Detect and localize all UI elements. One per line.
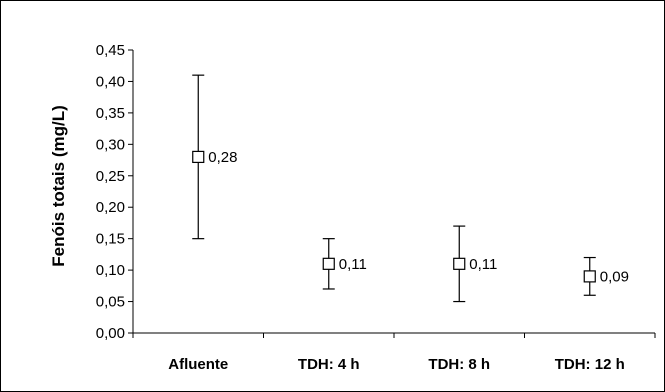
- x-axis: Afluente TDH: 4 h TDH: 8 h TDH: 12 h: [132, 332, 656, 373]
- x-category-label: TDH: 12 h: [555, 356, 625, 373]
- y-tick-label: 0,40: [96, 73, 125, 90]
- y-tick-label: 0,20: [96, 199, 125, 216]
- y-tick-label: 0,30: [96, 136, 125, 153]
- y-axis: 0,00 0,05 0,10 0,15 0,20 0,25 0,30 0,35 0,40 0,45: [96, 42, 134, 342]
- data-point: [192, 150, 205, 164]
- y-tick-label: 0,15: [96, 231, 125, 248]
- data-label: 0,09: [600, 268, 629, 285]
- data-point: [453, 257, 466, 270]
- y-tick-label: 0,35: [96, 105, 125, 122]
- y-tick-label: 0,05: [96, 294, 125, 311]
- y-axis-label: Fenóis totais (mg/L): [49, 105, 68, 267]
- y-tick-label: 0,25: [96, 168, 125, 185]
- data-point: [322, 257, 335, 270]
- y-tick-label: 0,10: [96, 262, 125, 279]
- data-label: 0,11: [469, 256, 497, 273]
- x-category-label: TDH: 4 h: [298, 356, 360, 373]
- y-tick-label: 0,45: [96, 42, 125, 59]
- data-series: 0,28 0,11 0,11 0,09: [192, 74, 629, 303]
- data-label: 0,28: [208, 149, 237, 166]
- data-point: [583, 270, 596, 283]
- x-category-label: Afluente: [168, 356, 228, 373]
- y-tick-label: 0,00: [96, 325, 125, 342]
- data-label: 0,11: [339, 256, 367, 273]
- x-category-label: TDH: 8 h: [428, 356, 490, 373]
